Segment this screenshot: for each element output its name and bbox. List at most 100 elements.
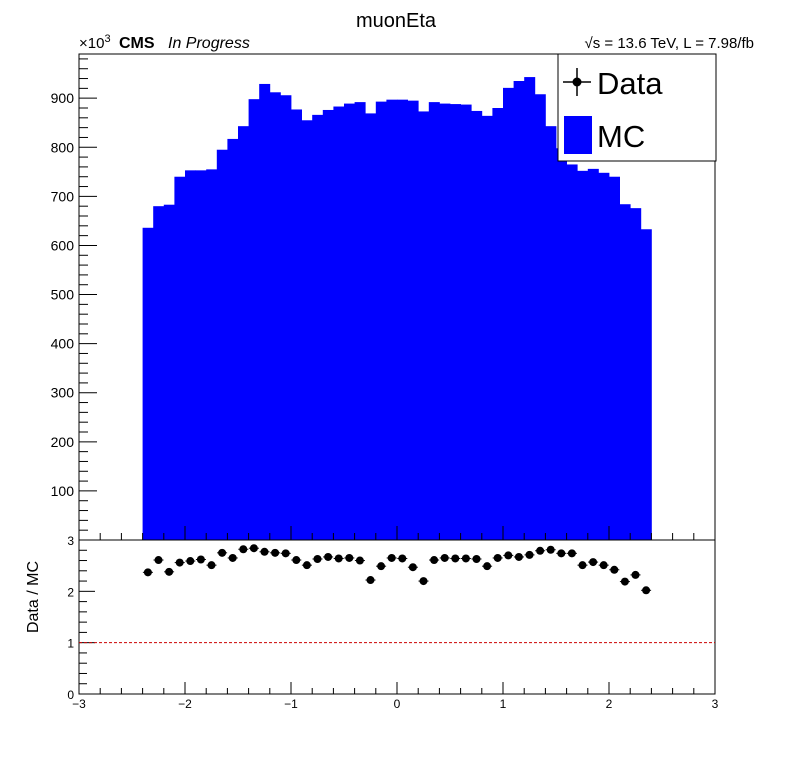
ratio-point-marker [345, 553, 354, 562]
mc-bar [333, 106, 345, 540]
mc-bar [640, 229, 652, 540]
ratio-point [227, 553, 238, 562]
ratio-plot-frame [78, 539, 716, 695]
mc-bar [545, 126, 557, 540]
mc-bar [354, 102, 366, 540]
ratio-point [195, 555, 206, 564]
ratio-point [513, 552, 524, 561]
ratio-point [450, 554, 461, 563]
ratio-point [429, 556, 440, 565]
mc-bar [534, 94, 546, 540]
ratio-point [344, 553, 355, 562]
mc-bar [587, 168, 599, 540]
ratio-point-marker [292, 556, 301, 565]
ratio-point-marker [355, 556, 364, 565]
mc-bar [269, 92, 281, 541]
mc-bar [397, 99, 408, 541]
ratio-point-marker [589, 558, 598, 567]
ratio-point-marker [334, 554, 343, 563]
ratio-point-marker [324, 552, 333, 561]
ratio-point [619, 577, 630, 586]
top-ytick-label: 800 [51, 139, 75, 155]
ratio-point-marker [546, 545, 555, 554]
ratio-point-marker [387, 553, 396, 562]
mc-bar [291, 109, 302, 541]
ratio-point [503, 551, 514, 560]
ratio-point-marker [430, 556, 439, 565]
ratio-ytick-label: 3 [67, 534, 74, 548]
ratio-point [566, 549, 577, 558]
ratio-point [535, 546, 546, 555]
ratio-point-marker [578, 561, 587, 570]
top-ytick-label: 500 [51, 287, 75, 303]
ratio-point-marker [599, 561, 608, 570]
top-ytick-label: 600 [51, 237, 75, 253]
top-ytick-label: 900 [51, 90, 75, 106]
mc-bar [418, 111, 430, 540]
multiplier-label: ×103 [79, 33, 111, 52]
mc-bar [439, 103, 451, 540]
ratio-point [492, 553, 503, 562]
ratio-point-marker [143, 568, 152, 577]
mc-bar [503, 87, 514, 540]
ratio-point-marker [620, 577, 629, 586]
ratio-point-marker [504, 551, 513, 560]
ratio-xtick-label: 3 [712, 697, 719, 711]
ratio-point-marker [493, 553, 502, 562]
ratio-point-marker [207, 561, 216, 570]
mc-bar [238, 126, 249, 540]
mc-bar [248, 99, 260, 540]
ratio-point [524, 550, 535, 559]
ratio-point-marker [451, 554, 460, 563]
mc-bar [185, 170, 196, 540]
ratio-point-marker [281, 549, 290, 558]
ratio-points [142, 544, 652, 595]
cms-label: CMS [119, 35, 155, 52]
ratio-point-marker [472, 554, 481, 563]
mc-bar [513, 81, 525, 540]
top-ytick-label: 200 [51, 434, 75, 450]
ratio-point [217, 548, 228, 557]
ratio-point [641, 586, 652, 595]
ratio-point-marker [366, 576, 375, 585]
multiplier-prefix: ×10 [79, 35, 104, 52]
ratio-xtick-label: −3 [72, 697, 86, 711]
ratio-point-marker [165, 567, 174, 576]
ratio-point [248, 544, 259, 553]
chart-title: muonEta [356, 10, 437, 32]
ratio-point [376, 562, 387, 571]
ratio-point [609, 565, 620, 574]
ratio-point-marker [186, 557, 195, 566]
mc-bar [375, 101, 387, 541]
mc-bar [259, 83, 271, 540]
ratio-point [407, 563, 418, 572]
mc-bar [471, 110, 483, 540]
ratio-point-marker [557, 549, 566, 558]
mc-bar [301, 120, 313, 540]
ratio-ytick-label: 0 [67, 688, 74, 702]
mc-bar [460, 104, 472, 541]
ratio-point-marker [154, 556, 163, 565]
mc-bar [428, 102, 440, 540]
top-ytick-label: 300 [51, 385, 75, 401]
top-ytick-label: 400 [51, 336, 75, 352]
ratio-point [280, 549, 291, 558]
ratio-point-marker [377, 562, 386, 571]
mc-bar [598, 172, 610, 541]
ratio-point [460, 554, 471, 563]
ratio-point-marker [642, 586, 651, 595]
ratio-point [545, 545, 556, 554]
ratio-point [270, 548, 281, 557]
ratio-point-marker [239, 545, 248, 554]
ratio-point-marker [398, 554, 407, 563]
mc-bar [492, 108, 504, 540]
mc-bar [153, 206, 165, 540]
top-ytick-label: 700 [51, 188, 75, 204]
mc-bar [280, 95, 292, 541]
ratio-point-marker [408, 563, 417, 572]
mc-bar [619, 204, 631, 540]
multiplier-exp: 3 [104, 33, 110, 45]
ratio-point-marker [271, 548, 280, 557]
ratio-xtick-label: 0 [394, 697, 401, 711]
ratio-point-marker [440, 553, 449, 562]
